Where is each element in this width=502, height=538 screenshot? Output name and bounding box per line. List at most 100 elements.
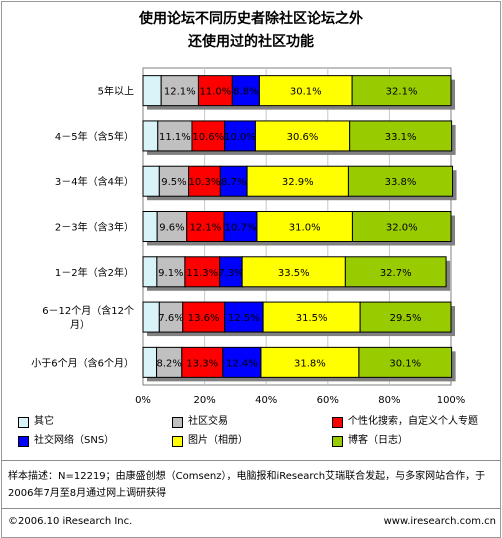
category-label: 4－5年（含5年） [55,130,134,143]
bar-segment [142,165,160,197]
bar-segment [246,165,349,197]
legend-label: 其它 [34,416,54,427]
x-tick-label: 60% [317,395,339,406]
chart-title-line-1: 使用论坛不同历史者除社区论坛之外 [139,11,363,27]
copyright-text: ©2006.10 iResearch Inc. [8,516,133,527]
data-label: 29.5% [390,313,422,324]
separator-bottom [1,508,500,509]
category-label: 5年以上 [98,85,134,98]
sample-note: 样本描述：N=12219；由康盛创想（Comsenz），电脑报和iResearc… [8,471,486,499]
data-label: 8.2% [156,358,181,369]
data-label: 9.6% [159,223,184,234]
data-label: 32.9% [282,177,314,188]
category-label: 2－3年（含3年） [55,221,134,234]
data-label: 32.7% [380,268,412,279]
x-tick-label: 0% [135,395,151,406]
category-label: 3－4年（含4年） [55,175,134,188]
data-label: 12.1% [189,223,221,234]
chart-title-line-2: 还使用过的社区功能 [188,34,314,50]
data-label: 12.4% [226,358,258,369]
legend-label: 个性化搜索，自定义个人专题 [348,416,478,427]
bar-segment [262,301,361,333]
data-label: 8.8% [233,87,258,98]
legend-swatch [172,417,183,428]
data-label: 8.7% [221,177,246,188]
data-label: 33.5% [278,268,310,279]
x-tick-label: 80% [378,395,400,406]
bar-segment [256,211,353,242]
data-label: 33.8% [385,177,417,188]
bar-segment [222,346,262,378]
bar-segment [254,120,351,152]
bar-segment [241,256,346,288]
bar-segment [224,301,264,333]
bar-segment [347,165,454,197]
bar-segment [351,211,452,242]
bar-segment [188,165,221,197]
data-label: 31.8% [294,358,326,369]
data-label: 32.0% [386,223,418,234]
data-label: 7.6% [158,313,183,324]
data-label: 10.7% [225,223,257,234]
data-label: 11.3% [186,268,218,279]
legend-swatch [332,436,343,447]
category-label: 小于6个月（含6个月） [31,356,134,369]
bar-segment [358,346,453,378]
bar-segment [224,120,256,152]
data-label: 30.1% [389,358,421,369]
legend-label: 社交网络（SNS） [34,435,115,446]
data-label: 13.6% [188,313,220,324]
data-label: 10.0% [224,132,256,143]
data-label: 31.0% [289,223,321,234]
bar-segment [156,346,183,378]
data-label: 11.0% [199,87,231,98]
data-label: 31.5% [296,313,328,324]
bar-segment [219,165,248,197]
legend-label: 图片（相册） [188,435,248,446]
bar-segment [197,75,233,107]
bar-segment [344,256,447,288]
legend-swatch [18,417,29,428]
bar-segment [182,301,226,333]
bar-segment [160,75,199,107]
x-tick-label: 20% [193,395,215,406]
data-label: 30.1% [290,87,322,98]
legend-swatch [18,436,29,447]
legend-label: 博客（日志） [348,435,408,446]
bar-segment [231,75,260,107]
legend-swatch [172,436,183,447]
website-text: www.iresearch.com.cn [383,516,496,527]
x-tick-label: 100% [437,395,466,406]
data-label: 12.1% [164,87,196,98]
bar-segment [142,346,158,378]
bar-segment [142,301,160,333]
bar-segment [142,256,158,288]
data-label: 30.6% [287,132,319,143]
chart-legend: 其它 社区交易 个性化搜索，自定义个人专题 社交网络（SNS） 图片（相册） 博客（日志） [10,415,500,455]
data-label: 10.3% [189,177,221,188]
bar-segment [157,120,193,152]
bar-segment [186,211,225,242]
legend-swatch [332,417,343,428]
data-label: 10.6% [192,132,224,143]
bar-segment [142,75,162,107]
data-label: 11.1% [159,132,191,143]
data-label: 12.5% [228,313,260,324]
data-label: 9.5% [161,177,186,188]
bar-segment [156,256,186,288]
category-label: 6－12个月（含12个 [42,304,134,317]
bar-segment [349,120,453,152]
bar-segment [351,75,452,107]
category-label: 1－2年（含2年） [55,266,134,279]
data-label: 32.1% [386,87,418,98]
data-label: 33.1% [385,132,417,143]
bar-segment [142,120,159,152]
bar-segment [142,211,158,242]
bar-segment [191,120,226,152]
x-tick-label: 40% [255,395,277,406]
data-label: 7.3% [218,268,243,279]
data-label: 9.1% [158,268,183,279]
separator-top [1,460,500,461]
category-label: 月） [70,319,90,331]
